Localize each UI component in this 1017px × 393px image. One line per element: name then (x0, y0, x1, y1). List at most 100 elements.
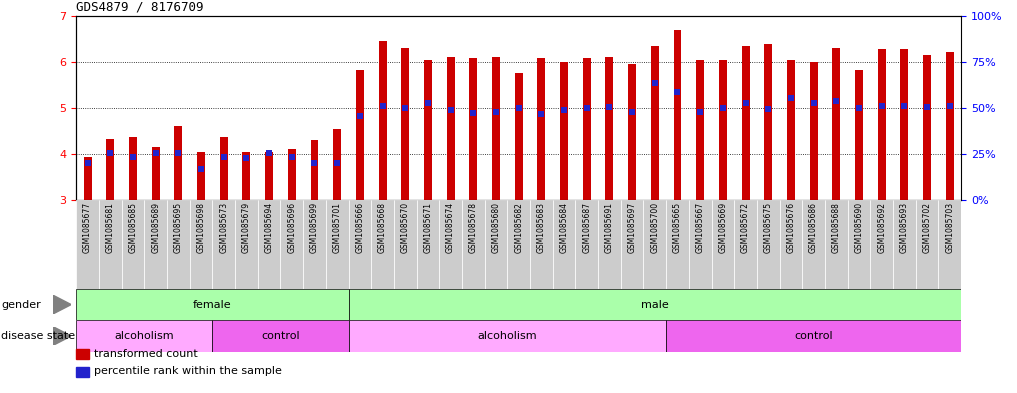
Text: control: control (261, 331, 300, 341)
Text: GSM1085700: GSM1085700 (650, 202, 659, 253)
Bar (787, 60, 795, 200)
Text: transformed count: transformed count (94, 349, 198, 359)
Text: GSM1085678: GSM1085678 (469, 202, 478, 253)
Bar (620, 200, 644, 289)
Bar (847, 200, 871, 289)
Bar (265, 152, 274, 200)
Bar (878, 49, 886, 200)
Bar (402, 48, 409, 200)
Text: GSM1085683: GSM1085683 (537, 202, 546, 253)
Text: control: control (794, 331, 833, 341)
Bar (394, 200, 417, 289)
Bar (76, 289, 349, 320)
Bar (697, 60, 704, 200)
Text: GSM1085695: GSM1085695 (174, 202, 183, 253)
Bar (871, 200, 893, 289)
Text: GSM1085674: GSM1085674 (446, 202, 456, 253)
Bar (197, 152, 205, 200)
Text: female: female (193, 299, 232, 310)
Bar (378, 41, 386, 200)
Polygon shape (53, 295, 71, 314)
Bar (802, 200, 825, 289)
Text: alcoholism: alcoholism (115, 331, 174, 341)
Bar (152, 147, 160, 200)
Bar (213, 320, 349, 352)
Bar (537, 58, 545, 200)
Bar (576, 200, 598, 289)
Bar (281, 200, 303, 289)
Text: percentile rank within the sample: percentile rank within the sample (94, 366, 282, 376)
Text: GSM1085684: GSM1085684 (559, 202, 569, 253)
Bar (356, 70, 364, 200)
Bar (174, 126, 182, 200)
Text: GSM1085698: GSM1085698 (196, 202, 205, 253)
Bar (83, 158, 92, 200)
Bar (923, 55, 931, 200)
Bar (492, 57, 500, 200)
Text: GSM1085668: GSM1085668 (378, 202, 387, 253)
Bar (915, 200, 939, 289)
Text: disease state: disease state (1, 331, 75, 341)
Bar (598, 200, 620, 289)
Text: GSM1085685: GSM1085685 (128, 202, 137, 253)
Text: GSM1085697: GSM1085697 (627, 202, 637, 253)
Text: GSM1085665: GSM1085665 (673, 202, 682, 253)
Bar (303, 200, 325, 289)
Bar (530, 200, 552, 289)
Text: GSM1085694: GSM1085694 (264, 202, 274, 253)
Bar (257, 200, 281, 289)
Bar (560, 62, 569, 200)
Bar (325, 200, 349, 289)
Text: GSM1085667: GSM1085667 (696, 202, 705, 253)
Bar (76, 320, 213, 352)
Bar (893, 200, 915, 289)
Bar (439, 200, 462, 289)
Text: GSM1085688: GSM1085688 (832, 202, 841, 253)
Bar (310, 140, 318, 200)
Bar (719, 60, 727, 200)
Bar (651, 46, 659, 200)
Bar (129, 137, 137, 200)
Text: GSM1085692: GSM1085692 (877, 202, 886, 253)
Bar (424, 60, 432, 200)
Bar (288, 149, 296, 200)
Text: GSM1085681: GSM1085681 (106, 202, 115, 253)
Bar (673, 31, 681, 200)
Text: GSM1085680: GSM1085680 (491, 202, 500, 253)
Text: male: male (641, 299, 668, 310)
Text: GSM1085702: GSM1085702 (922, 202, 932, 253)
Polygon shape (53, 327, 71, 345)
Text: GSM1085699: GSM1085699 (310, 202, 319, 253)
Bar (855, 70, 863, 200)
Bar (644, 200, 666, 289)
Bar (689, 200, 712, 289)
Text: alcoholism: alcoholism (478, 331, 537, 341)
Bar (446, 57, 455, 200)
Bar (605, 57, 613, 200)
Bar (485, 200, 507, 289)
Bar (946, 52, 954, 200)
Bar (939, 200, 961, 289)
Bar (213, 200, 235, 289)
Bar (349, 200, 371, 289)
Text: gender: gender (1, 299, 41, 310)
Bar (417, 200, 439, 289)
Text: GSM1085679: GSM1085679 (242, 202, 251, 253)
Bar (242, 152, 250, 200)
Text: GDS4879 / 8176709: GDS4879 / 8176709 (76, 1, 203, 14)
Bar (220, 137, 228, 200)
Bar (810, 62, 818, 200)
Bar (764, 44, 772, 200)
Text: GSM1085696: GSM1085696 (287, 202, 296, 253)
Bar (515, 73, 523, 200)
Bar (349, 320, 666, 352)
Text: GSM1085690: GSM1085690 (854, 202, 863, 253)
Text: GSM1085686: GSM1085686 (810, 202, 818, 253)
Bar (76, 349, 89, 359)
Bar (76, 367, 89, 376)
Bar (235, 200, 257, 289)
Bar (629, 64, 636, 200)
Bar (507, 200, 530, 289)
Bar (583, 58, 591, 200)
Bar (741, 46, 750, 200)
